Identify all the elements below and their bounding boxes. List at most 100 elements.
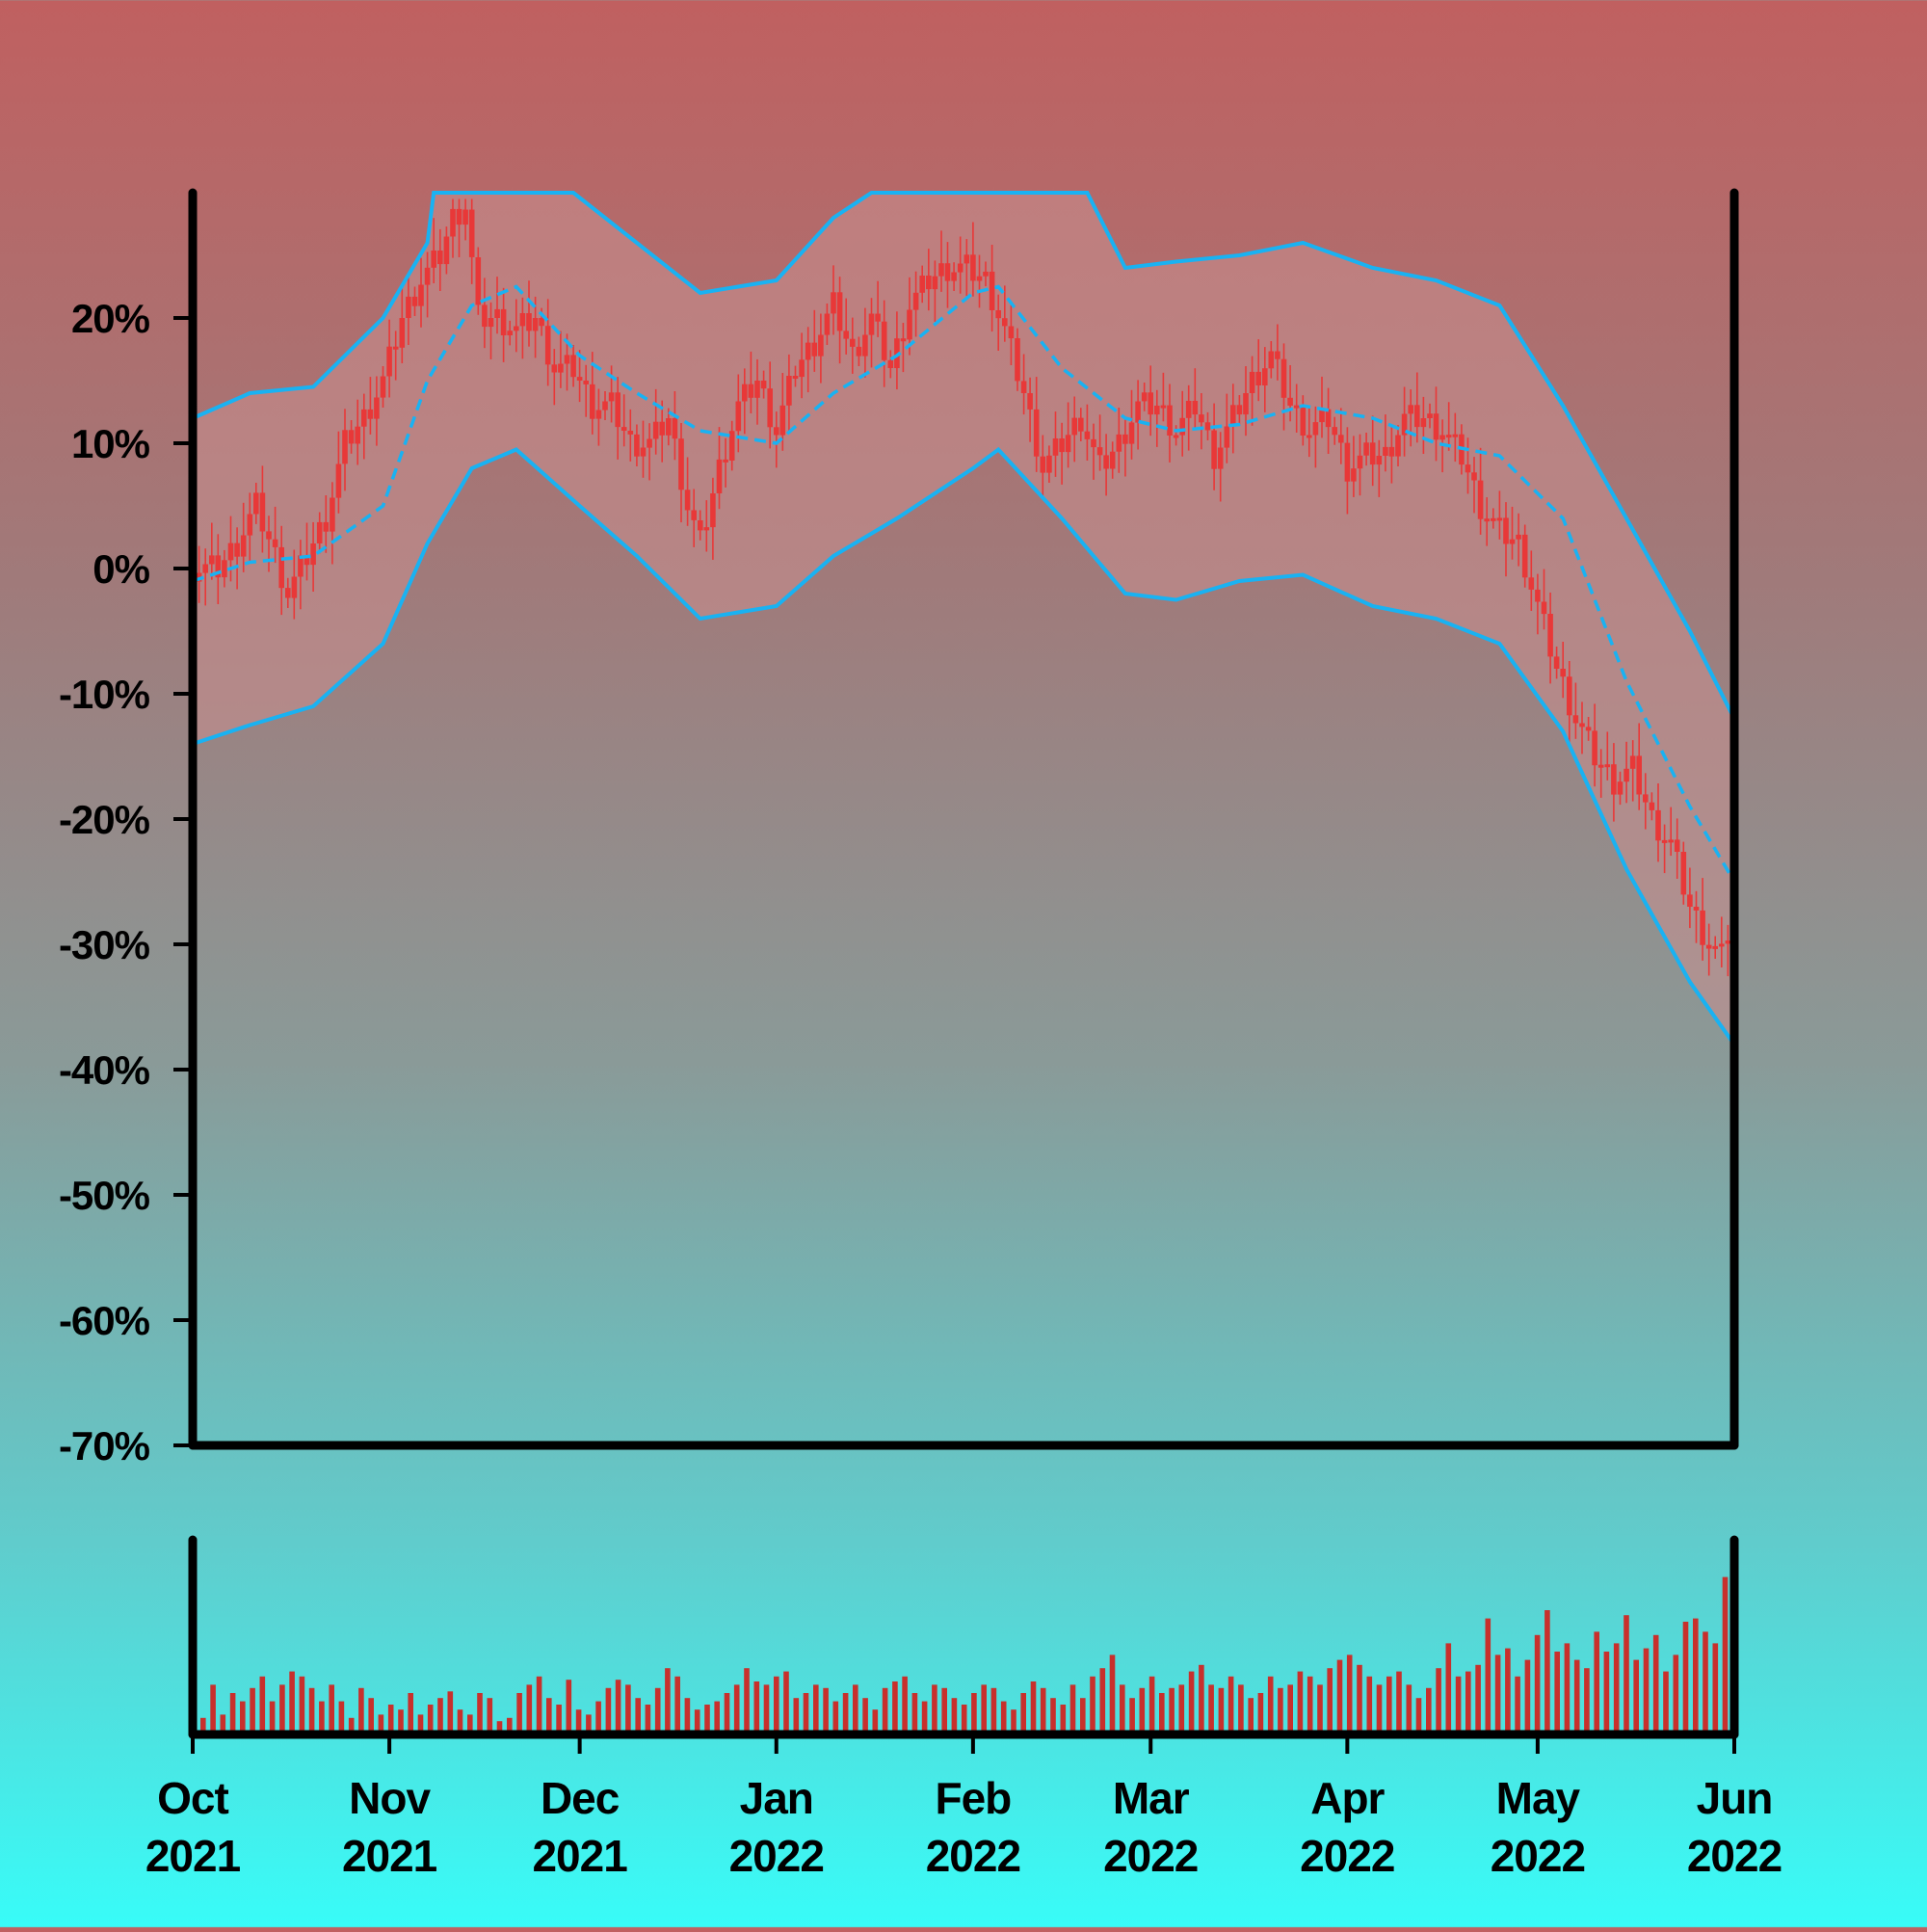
volume-bar — [921, 1701, 928, 1734]
candle-body — [875, 313, 881, 322]
x-tick-year: 2022 — [729, 1831, 824, 1881]
candle-body — [399, 318, 406, 348]
candle-body — [1567, 676, 1572, 716]
candle-body — [1604, 764, 1611, 768]
lower-band-line — [192, 446, 1736, 1046]
candle-body — [215, 555, 222, 578]
candle-body — [1268, 351, 1275, 369]
y-tick-label: -40% — [59, 1047, 150, 1093]
candle-body — [1167, 405, 1173, 436]
candle-body — [1262, 368, 1268, 385]
candle-body — [647, 438, 652, 448]
volume-bar — [1000, 1701, 1007, 1734]
volume-bar — [269, 1701, 276, 1734]
candle-body — [1109, 451, 1116, 469]
candle-body — [716, 459, 723, 493]
candle-body — [335, 463, 342, 498]
candle-body — [1509, 539, 1516, 544]
volume-bar — [1436, 1668, 1441, 1734]
candle-body — [615, 392, 620, 428]
volume-bar — [1623, 1615, 1629, 1734]
volume-bar — [1238, 1684, 1244, 1734]
volume-bar — [665, 1668, 671, 1734]
candle-body — [1597, 764, 1604, 768]
volume-bar — [1020, 1693, 1026, 1734]
candle-body — [532, 318, 539, 331]
volume-bar — [774, 1676, 779, 1734]
volume-bar — [1109, 1654, 1116, 1734]
volume-bar — [1227, 1676, 1234, 1734]
y-tick-label: -30% — [59, 922, 150, 967]
candle-body — [266, 531, 272, 540]
volume-bar — [823, 1687, 829, 1734]
candle-body — [418, 284, 424, 306]
candle-body — [1592, 730, 1597, 766]
candle-body — [424, 267, 431, 285]
volume-bar — [1188, 1671, 1195, 1734]
candle-body — [1287, 397, 1293, 406]
candle-body — [1712, 945, 1718, 949]
y-tick-label: 0% — [92, 546, 149, 592]
candle-body — [247, 514, 253, 536]
volume-bar — [329, 1684, 334, 1734]
candle-body — [1585, 727, 1592, 731]
volume-bar — [1199, 1664, 1204, 1734]
candle-body — [209, 555, 215, 565]
candle-body — [1477, 480, 1484, 519]
x-tick-year: 2021 — [532, 1831, 627, 1881]
candle-body — [1719, 943, 1725, 947]
candle-body — [824, 313, 831, 335]
volume-bar — [1445, 1643, 1452, 1734]
candle-body — [526, 313, 532, 331]
volume-bar — [990, 1687, 997, 1734]
candle-body — [462, 209, 468, 225]
candle-body — [590, 384, 595, 419]
candle-body — [1420, 418, 1427, 428]
candle-body — [1521, 534, 1528, 578]
candle-body — [856, 346, 862, 357]
candle-body — [1020, 381, 1027, 393]
volume-bar — [971, 1693, 977, 1734]
candle-body — [659, 421, 665, 436]
upper-band-line — [192, 191, 1736, 720]
candle-body — [475, 257, 482, 305]
candle-body — [1465, 464, 1471, 473]
candle-body — [1725, 940, 1731, 944]
candle-body — [1611, 764, 1617, 795]
volume-bar — [674, 1676, 680, 1734]
candle-body — [983, 271, 989, 277]
label-layer: 20% 10% 0% -10% -20% -30% -40% -50% -60% -70% Oct 2… — [59, 296, 1782, 1881]
volume-bar — [1267, 1676, 1274, 1734]
candle-body — [1661, 839, 1668, 843]
volume-bar — [882, 1687, 888, 1734]
candle-body — [1553, 656, 1560, 669]
candle-body — [912, 292, 919, 310]
candle-body — [1433, 413, 1439, 440]
volume-bar — [1011, 1709, 1016, 1734]
candle-body — [1236, 405, 1243, 415]
volume-bar — [1584, 1668, 1590, 1734]
volume-bar — [1327, 1668, 1333, 1734]
candle-body — [539, 318, 544, 327]
candle-body — [1255, 371, 1261, 385]
candle-body — [468, 209, 475, 257]
volume-bar — [1673, 1654, 1679, 1734]
volume-bar — [862, 1698, 868, 1734]
candle-body — [703, 527, 710, 531]
x-tick-year: 2021 — [145, 1831, 241, 1881]
candle-body — [1008, 326, 1015, 339]
candle-body — [1655, 809, 1661, 841]
candle-body — [1471, 472, 1477, 481]
candle-body — [1059, 438, 1065, 453]
candle-body — [754, 381, 760, 398]
volume-bar — [398, 1709, 404, 1734]
x-tick-month: Nov — [349, 1773, 431, 1823]
volume-bar — [259, 1676, 266, 1734]
volume-bar — [1376, 1684, 1383, 1734]
candle-body — [431, 251, 436, 268]
candle-body — [818, 334, 824, 357]
candle-body — [608, 392, 615, 402]
candle-body — [742, 384, 748, 402]
x-tick-year: 2022 — [926, 1831, 1020, 1881]
